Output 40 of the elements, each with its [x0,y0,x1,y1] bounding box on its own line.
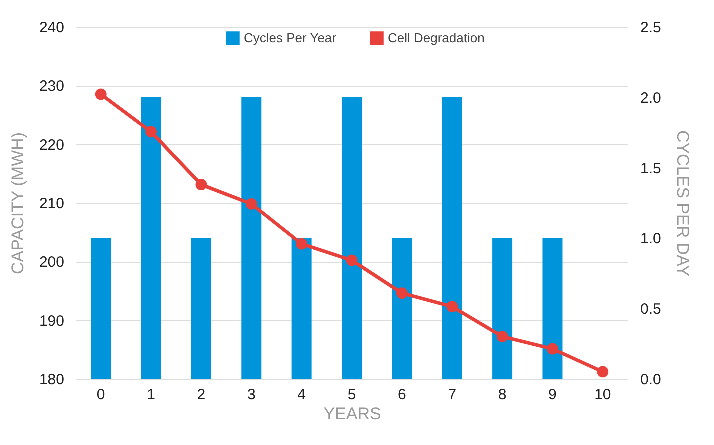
y-tick-label: 240 [39,20,64,36]
x-tick-label: 10 [594,386,612,404]
point [346,254,358,266]
point [196,179,208,191]
y-tick-label: 200 [39,254,64,272]
x-tick-label: 9 [548,386,557,404]
x-tick-label: 2 [197,386,206,404]
y2-axis-title: CYCLES PER DAY [673,130,692,277]
x-tick-label: 5 [348,386,356,404]
legend-label: Cell Degradation [388,30,485,46]
y-axis-title: CAPACITY (MWH) [8,132,28,274]
y2-tick-label: 1.5 [640,160,662,178]
point [246,198,258,210]
point [597,366,609,378]
y-tick-label: 190 [39,312,64,330]
x-tick-label: 6 [398,386,406,404]
y2-tick-label: 0.5 [640,301,662,318]
x-tick-label: 0 [96,386,106,404]
point [396,288,408,300]
x-tick-label: 4 [298,386,306,404]
point [446,301,458,313]
y-tick-label: 180 [39,372,64,388]
point [95,88,107,100]
point [296,238,308,250]
y2-tick-label: 2.0 [640,90,662,107]
x-tick-label: 8 [498,386,507,404]
legend-label: Cycles Per Year [244,30,338,46]
y-tick-label: 210 [39,196,64,212]
point [547,343,558,355]
y2-tick-label: 0.0 [640,372,662,388]
x-tick-label: 3 [247,386,256,404]
x-axis-title: YEARS [324,404,382,424]
point [496,331,508,342]
x-tick-label: 7 [448,386,457,404]
y2-tick-label: 2.5 [640,20,662,36]
y-tick-label: 230 [39,78,64,96]
y-tick-label: 220 [39,136,64,154]
y2-tick-label: 1.0 [640,230,662,248]
x-tick-label: 1 [147,386,156,404]
point [146,126,157,138]
